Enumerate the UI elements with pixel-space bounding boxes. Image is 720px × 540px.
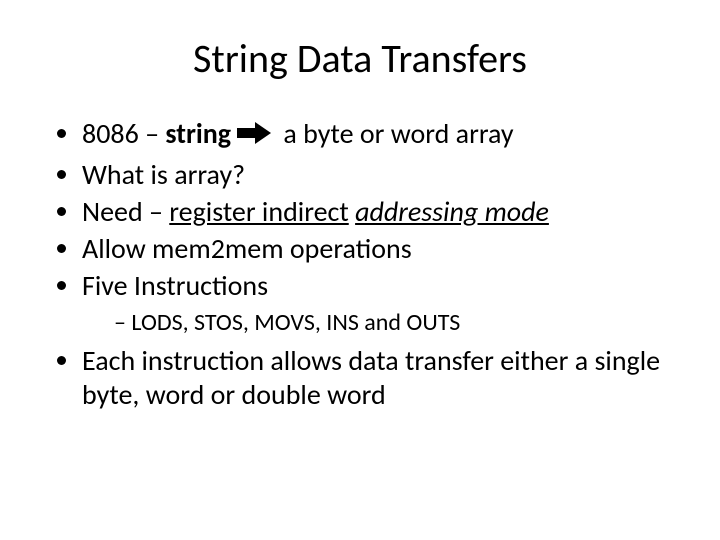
bullet-3-ui: addressing mode [355,194,549,229]
sub-list: LODS, STOS, MOVS, INS and OUTS [82,308,682,338]
bullet-1-post: a byte or word array [277,116,514,151]
slide: String Data Transfers 8086 – string a by… [0,0,720,540]
bullet-3-u1: register indirect [169,194,348,229]
bullet-3-pre: Need – [82,194,169,229]
bullet-2: What is array? [82,158,682,192]
sub-bullet-1: LODS, STOS, MOVS, INS and OUTS [114,308,682,338]
bullet-3: Need – register indirect addressing mode [82,195,682,229]
bullet-5-text: Five Instructions [82,268,268,303]
bullet-4: Allow mem2mem operations [82,232,682,266]
bullet-5: Five Instructions LODS, STOS, MOVS, INS … [82,269,682,337]
bullet-list: 8086 – string a byte or word array What … [38,117,682,412]
slide-title: String Data Transfers [38,34,682,83]
right-arrow-icon [237,118,271,152]
bullet-1: 8086 – string a byte or word array [82,117,682,155]
bullet-1-pre: 8086 – [82,116,165,151]
bullet-6: Each instruction allows data transfer ei… [82,344,682,412]
bullet-1-strong: string [165,116,231,151]
